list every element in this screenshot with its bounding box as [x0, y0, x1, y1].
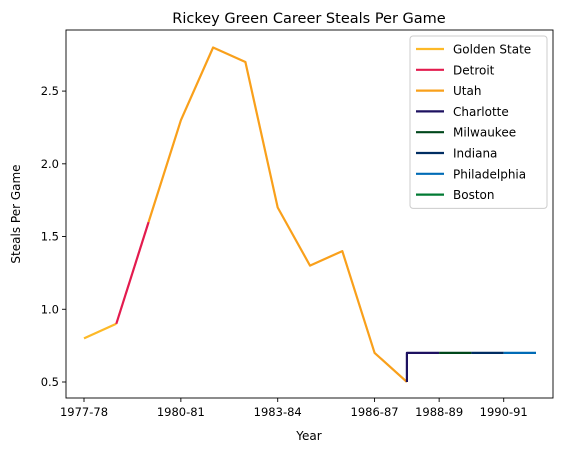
- x-axis-label: Year: [295, 429, 321, 443]
- x-tick-label: 1983-84: [254, 405, 302, 419]
- y-tick-label: 1.0: [41, 302, 59, 316]
- series-lines: [83, 46, 536, 383]
- y-tick-label: 2.0: [41, 157, 59, 171]
- y-axis-label: Steals Per Game: [9, 164, 23, 263]
- x-tick-label: 1977-78: [60, 405, 108, 419]
- legend-entry: Charlotte: [453, 105, 509, 119]
- legend-entry: Boston: [453, 188, 494, 202]
- y-tick-label: 0.5: [41, 375, 59, 389]
- legend-entry: Indiana: [453, 147, 497, 161]
- series-line-charlotte: [405, 351, 440, 382]
- legend-entry: Golden State: [453, 43, 531, 57]
- x-tick-label: 1980-81: [157, 405, 205, 419]
- series-line-detroit: [115, 221, 150, 325]
- y-tick-label: 2.5: [41, 84, 59, 98]
- series-line-utah: [147, 46, 408, 383]
- x-tick-label: 1988-89: [415, 405, 463, 419]
- x-tick-label: 1986-87: [351, 405, 399, 419]
- x-tick-label: 1990-91: [480, 405, 528, 419]
- series-line-golden-state: [83, 322, 117, 340]
- legend-entry: Utah: [453, 84, 481, 98]
- legend-entry: Philadelphia: [453, 167, 526, 181]
- y-axis: 0.5 1.0 1.5 2.0 2.5: [41, 84, 66, 389]
- legend: Golden State Detroit Utah Charlotte Milwauke…: [409, 35, 548, 209]
- x-axis: 1977-78 1980-81 1983-84 1986-87 1988-89 1990-…: [60, 398, 528, 419]
- chart-title: Rickey Green Career Steals Per Game: [172, 11, 446, 27]
- legend-entry: Detroit: [453, 63, 495, 77]
- y-tick-label: 1.5: [41, 230, 59, 244]
- legend-box: [409, 35, 548, 209]
- plot-frame: [65, 29, 554, 399]
- legend-entry: Milwaukee: [453, 126, 516, 140]
